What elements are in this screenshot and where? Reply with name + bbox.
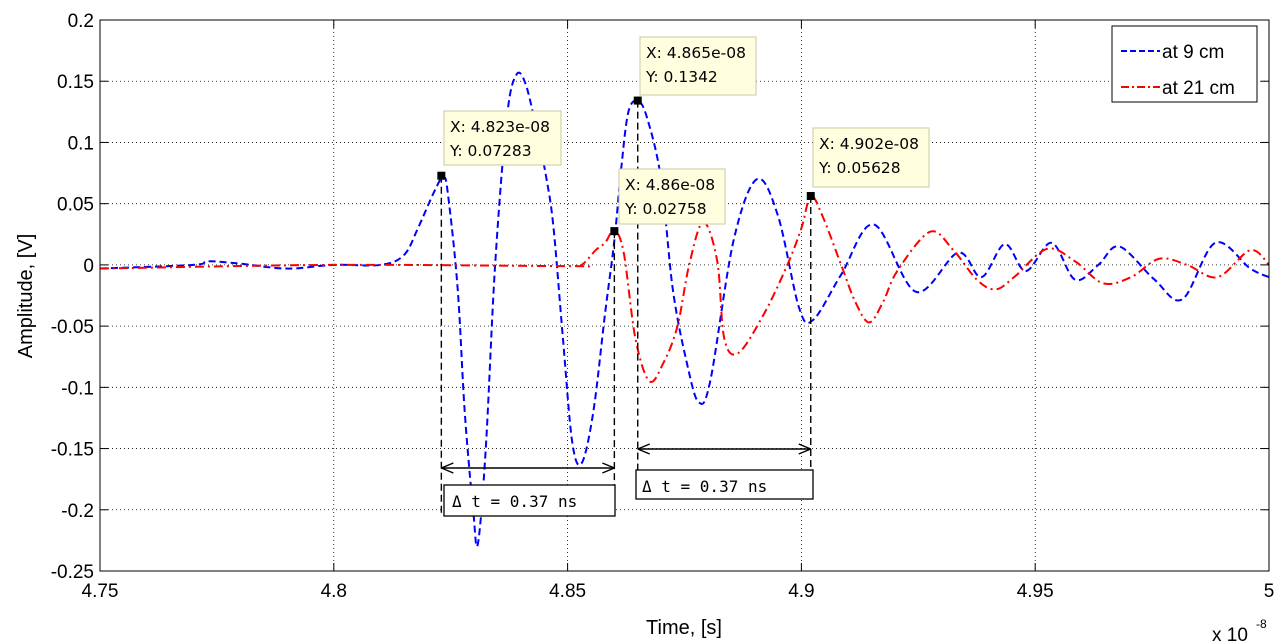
datatip-marker bbox=[437, 171, 446, 180]
x-axis-label: Time, [s] bbox=[646, 617, 722, 639]
x-tick-label: 4.85 bbox=[549, 581, 586, 602]
datatip-y-label: Y: 0.07283 bbox=[449, 142, 532, 160]
x-tick-label: 4.95 bbox=[1017, 581, 1054, 602]
x-tick-label: 4.75 bbox=[82, 581, 119, 602]
datatip-box bbox=[443, 110, 562, 166]
y-tick-label: -0.05 bbox=[51, 317, 94, 338]
y-tick-label: 0 bbox=[83, 256, 94, 277]
datatip-box bbox=[618, 168, 726, 225]
delta-t-label: Δ t = 0.37 ns bbox=[452, 492, 577, 511]
legend: at 9 cm at 21 cm bbox=[1111, 25, 1258, 103]
x-tick-label: 5 bbox=[1264, 581, 1275, 602]
annotations: Δ t = 0.37 ns Δ t = 0.37 ns bbox=[440, 100, 814, 517]
datatip-y-label: Y: 0.1342 bbox=[645, 68, 718, 86]
delta-t-box bbox=[443, 484, 616, 517]
datatip-marker bbox=[610, 227, 619, 236]
series-line-9cm bbox=[99, 71, 1270, 548]
y-tick-label: -0.15 bbox=[51, 440, 94, 461]
datatip-x-label: X: 4.902e-08 bbox=[819, 135, 919, 153]
legend-label-9cm: at 9 cm bbox=[1162, 42, 1224, 63]
y-tick-label: -0.1 bbox=[61, 378, 94, 399]
y-tick-label: 0.2 bbox=[68, 11, 94, 32]
datatip-box bbox=[639, 36, 757, 96]
datatips: X: 4.823e-08 Y: 0.07283 X: 4.86e-08 Y: 0.02… bbox=[437, 36, 930, 236]
x-tick-label: 4.9 bbox=[788, 581, 814, 602]
legend-label-21cm: at 21 cm bbox=[1162, 78, 1235, 99]
arrow-head bbox=[602, 462, 615, 474]
series-line-21cm bbox=[99, 195, 1270, 383]
legend-box bbox=[1111, 25, 1258, 103]
arrow-head bbox=[798, 443, 812, 455]
datatip-y-label: Y: 0.02758 bbox=[624, 200, 707, 218]
datatip-marker bbox=[806, 191, 815, 200]
x-multiplier-label: x 10 bbox=[1212, 625, 1248, 643]
datatip-x-label: X: 4.823e-08 bbox=[450, 118, 550, 136]
x-multiplier-exponent: -8 bbox=[1256, 617, 1267, 631]
delta-t-box bbox=[635, 469, 814, 500]
y-tick-label: 0.15 bbox=[57, 72, 94, 93]
datatip-x-label: X: 4.86e-08 bbox=[625, 176, 715, 194]
y-tick-label: 0.1 bbox=[68, 133, 94, 154]
arrow-head bbox=[441, 462, 454, 474]
x-tick-label: 4.8 bbox=[321, 581, 347, 602]
plot-frame bbox=[99, 19, 1270, 572]
delta-t-label: Δ t = 0.37 ns bbox=[642, 477, 767, 496]
arrow-head bbox=[637, 443, 651, 455]
datatip-x-label: X: 4.865e-08 bbox=[646, 44, 746, 62]
datatip-y-label: Y: 0.05628 bbox=[818, 159, 901, 177]
datatip-box bbox=[812, 127, 930, 188]
series-lines bbox=[99, 71, 1270, 548]
datatip-marker bbox=[633, 96, 642, 105]
axis-ticks: 4.75 4.8 4.85 4.9 4.95 5 -0.25 -0.2 -0.15 -0.1 -0.… bbox=[51, 11, 1275, 602]
y-tick-label: 0.05 bbox=[57, 195, 94, 216]
y-axis-label: Amplitude, [V] bbox=[15, 234, 37, 359]
y-tick-label: -0.25 bbox=[51, 562, 94, 583]
y-tick-label: -0.2 bbox=[61, 501, 94, 522]
